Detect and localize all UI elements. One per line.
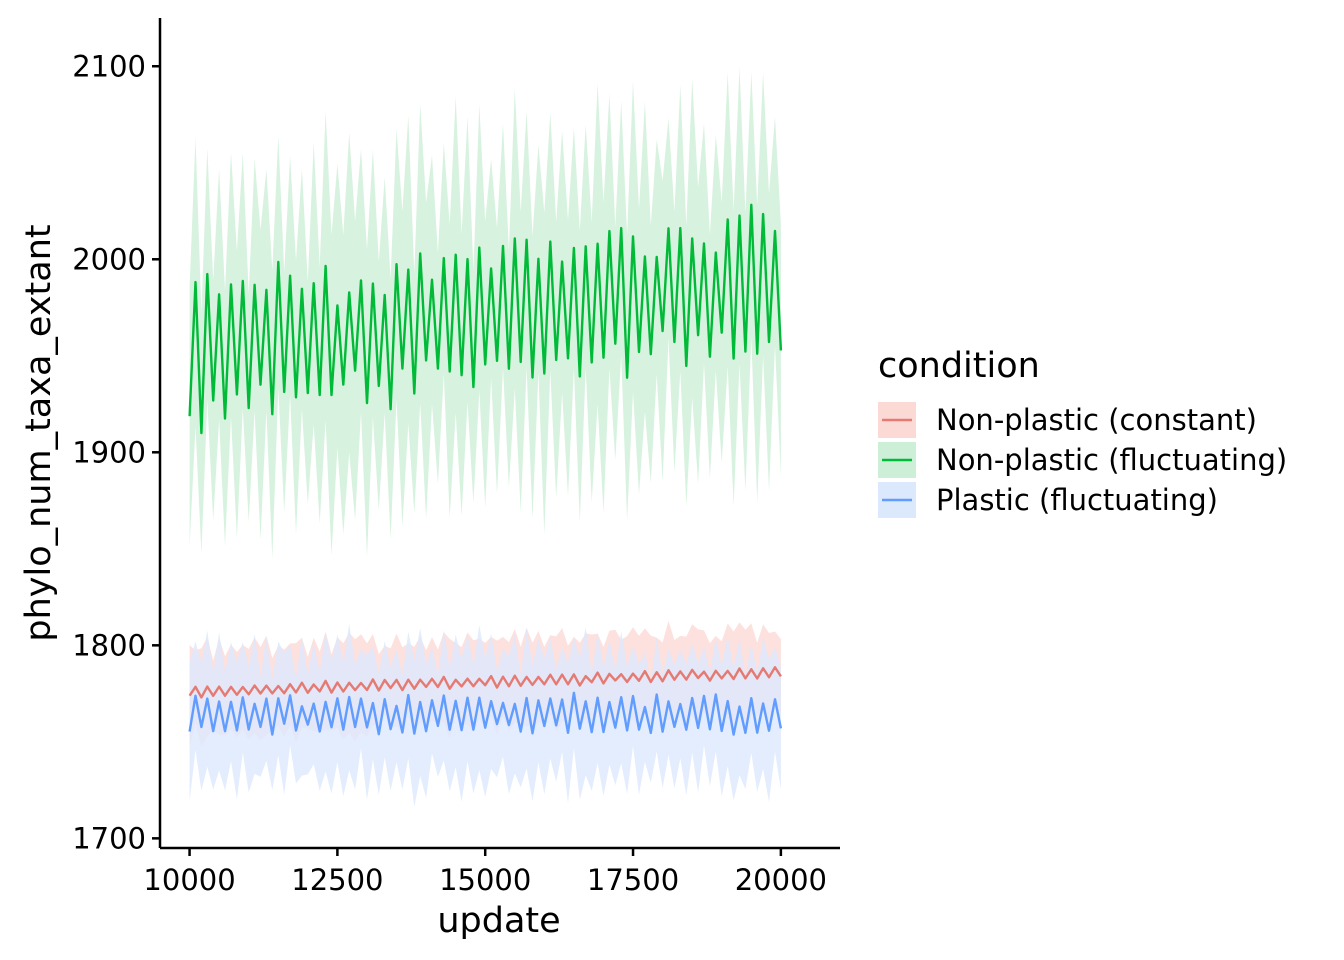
legend: condition Non-plastic (constant) Non-plas… xyxy=(878,346,1287,518)
legend-label: Plastic (fluctuating) xyxy=(936,483,1218,517)
confidence-ribbons xyxy=(189,67,781,807)
x-tick-label: 20000 xyxy=(735,863,827,897)
x-tick-label: 17500 xyxy=(587,863,679,897)
y-tick-label: 2100 xyxy=(72,49,146,83)
ribbon-series-3 xyxy=(189,623,781,807)
y-tick-label: 2000 xyxy=(72,242,146,276)
x-tick-label: 12500 xyxy=(291,863,383,897)
y-axis-ticks: 1700 1800 1900 2000 2100 xyxy=(72,49,160,855)
x-axis-title: update xyxy=(437,901,560,941)
legend-item: Plastic (fluctuating) xyxy=(878,482,1218,518)
x-tick-label: 15000 xyxy=(439,863,531,897)
legend-label: Non-plastic (fluctuating) xyxy=(936,443,1287,477)
legend-label: Non-plastic (constant) xyxy=(936,403,1257,437)
legend-title: condition xyxy=(878,346,1040,386)
y-tick-label: 1700 xyxy=(72,821,146,855)
legend-item: Non-plastic (constant) xyxy=(878,402,1257,438)
x-tick-label: 10000 xyxy=(143,863,235,897)
y-tick-label: 1900 xyxy=(72,435,146,469)
x-axis-ticks: 10000 12500 15000 17500 20000 xyxy=(143,848,827,897)
line-series-2 xyxy=(188,203,783,435)
y-tick-label: 1800 xyxy=(72,628,146,662)
line-series-3 xyxy=(188,691,783,736)
y-axis-title: phylo_num_taxa_extant xyxy=(19,224,59,641)
ribbon-series-2 xyxy=(189,67,781,558)
series-lines xyxy=(188,203,783,736)
legend-item: Non-plastic (fluctuating) xyxy=(878,442,1287,478)
line-series-1 xyxy=(188,666,782,699)
